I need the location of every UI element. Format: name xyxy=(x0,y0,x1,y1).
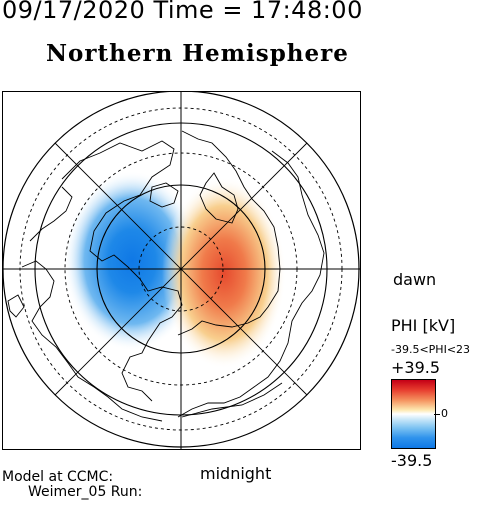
colorbar-max-label: +39.5 xyxy=(391,358,441,377)
colorbar-zero-tick xyxy=(434,414,440,415)
polar-map xyxy=(2,91,361,450)
colorbar-min-label: -39.5 xyxy=(391,451,433,470)
midnight-label: midnight xyxy=(200,464,272,483)
run-label: Weimer_05 Run: xyxy=(28,484,143,500)
positive-potential-cell xyxy=(162,177,286,369)
colorbar-zero-label: 0 xyxy=(441,407,448,420)
coastlines xyxy=(7,130,325,422)
colorbar-range-text: -39.5<PHI<23 xyxy=(391,344,471,355)
dawn-label: dawn xyxy=(393,270,437,289)
colorbar-title: PHI [kV] xyxy=(391,316,456,335)
graticule xyxy=(2,91,361,450)
colorbar xyxy=(391,379,436,449)
hemisphere-title: Northern Hemisphere xyxy=(46,40,349,67)
model-label: Model at CCMC: xyxy=(2,469,114,485)
datetime-title: 09/17/2020 Time = 17:48:00 xyxy=(2,0,363,24)
